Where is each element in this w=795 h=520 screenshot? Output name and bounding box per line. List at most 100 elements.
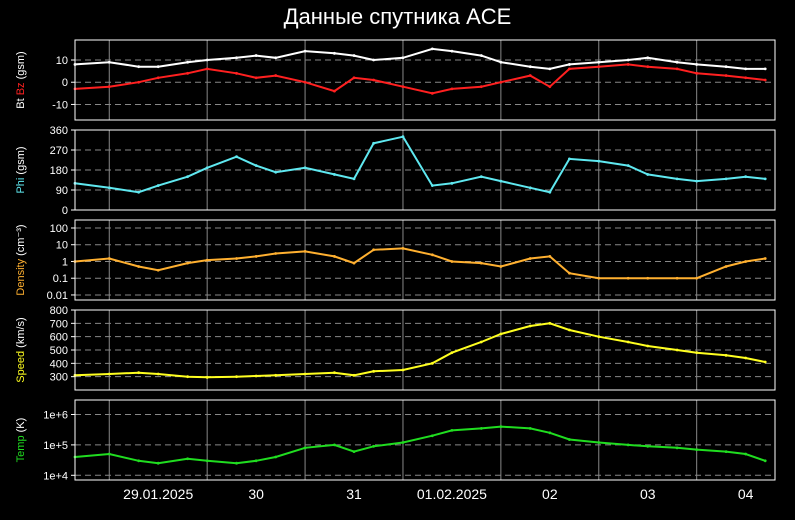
data-point-phi	[107, 186, 111, 190]
data-point-bz	[254, 76, 258, 80]
data-point-bz	[430, 91, 434, 95]
data-point-density	[303, 249, 307, 253]
data-point-bz	[303, 80, 307, 84]
data-point-phi	[401, 135, 405, 139]
panel-frame-temp	[74, 399, 776, 481]
data-point-bz	[548, 85, 552, 89]
data-point-speed	[372, 369, 376, 373]
data-point-speed	[528, 324, 532, 328]
data-point-phi	[568, 157, 571, 161]
y-tick-label: 1e+5	[43, 440, 68, 452]
data-point-phi	[626, 164, 630, 167]
y-axis-label-part: (cm⁻³)	[15, 224, 27, 259]
y-tick-label: 360	[50, 125, 68, 137]
data-point-bt	[675, 60, 679, 64]
data-point-density	[626, 276, 630, 280]
data-point-phi	[333, 173, 336, 176]
data-point-speed	[274, 373, 278, 377]
data-point-temp	[430, 434, 434, 438]
y-tick-label: 270	[50, 145, 68, 157]
data-point-phi	[548, 190, 552, 194]
data-point-bz	[695, 71, 699, 75]
data-point-bz	[763, 78, 767, 82]
data-point-bz	[724, 74, 728, 77]
data-point-density	[479, 261, 483, 265]
data-point-bt	[137, 65, 141, 69]
data-point-bz	[499, 80, 503, 84]
data-point-phi	[450, 181, 454, 185]
data-point-bz	[597, 65, 601, 69]
data-point-bt	[763, 67, 767, 71]
data-point-temp	[626, 443, 630, 447]
y-tick-label: 800	[50, 305, 68, 317]
data-point-temp	[675, 446, 679, 450]
data-point-bt	[450, 49, 454, 53]
data-point-speed	[401, 368, 405, 372]
data-point-bt	[724, 65, 728, 69]
y-axis-label-part: Speed	[15, 351, 27, 383]
data-point-bz	[744, 76, 748, 80]
data-point-bz	[401, 85, 405, 89]
data-point-bt	[254, 54, 258, 57]
x-tick-label: 03	[640, 486, 656, 502]
data-point-phi	[597, 159, 601, 163]
y-tick-label: 400	[50, 358, 68, 370]
data-point-density	[205, 258, 209, 262]
data-point-bt	[597, 60, 601, 64]
data-point-bz	[156, 76, 160, 80]
data-point-bz	[352, 76, 356, 80]
series-bt-line	[74, 47, 766, 70]
y-tick-label: 700	[50, 318, 68, 330]
y-axis-label-part: Bz	[15, 82, 27, 98]
data-point-phi	[430, 184, 434, 187]
data-point-density	[450, 260, 454, 263]
data-point-phi	[479, 175, 483, 179]
y-axis-label-temp: Temp (K)	[15, 418, 27, 463]
y-axis-label-density: Density (cm⁻³)	[15, 224, 27, 295]
y-axis-label-part: (gsm)	[15, 51, 27, 82]
y-tick-label: 10	[56, 240, 68, 252]
y-axis-label-part: Bt	[15, 98, 27, 108]
data-point-phi	[675, 177, 679, 181]
data-point-density	[646, 276, 650, 280]
data-point-density	[724, 265, 728, 268]
data-point-phi	[695, 179, 699, 183]
y-tick-label: 1e+6	[43, 410, 68, 422]
series-density-line	[74, 247, 766, 280]
data-point-bz	[450, 87, 454, 91]
y-axis-label-speed: Speed (km/s)	[15, 317, 27, 382]
data-point-density	[528, 257, 532, 260]
data-point-phi	[499, 179, 503, 183]
data-point-phi	[724, 177, 728, 181]
data-point-bz	[333, 89, 336, 93]
y-axis-label-part: Density	[15, 258, 27, 295]
data-point-speed	[479, 340, 483, 344]
data-point-speed	[235, 375, 238, 379]
data-point-speed	[254, 374, 258, 378]
data-point-bt	[430, 47, 434, 51]
data-point-temp	[186, 457, 189, 461]
y-tick-label: 300	[50, 372, 68, 384]
data-point-speed	[303, 372, 307, 376]
x-tick-label: 04	[738, 486, 754, 502]
data-point-phi	[235, 155, 238, 159]
data-point-density	[744, 260, 748, 263]
y-axis-label-bfield: Bt Bz (gsm)	[15, 51, 27, 108]
data-point-density	[156, 268, 160, 272]
data-point-phi	[763, 177, 767, 181]
data-point-speed	[137, 371, 141, 375]
data-point-bt	[333, 51, 336, 55]
data-point-speed	[724, 353, 728, 357]
data-point-speed	[675, 348, 679, 352]
data-point-temp	[303, 446, 307, 450]
data-point-bt	[499, 60, 503, 64]
data-point-temp	[333, 443, 336, 447]
y-tick-label: 1	[62, 256, 68, 268]
data-point-temp	[499, 425, 503, 428]
data-point-temp	[352, 450, 356, 454]
data-point-temp	[254, 459, 258, 463]
data-point-phi	[254, 164, 258, 167]
x-tick-label: 29.01.2025	[123, 486, 193, 502]
y-tick-label: -10	[52, 99, 68, 111]
data-point-temp	[205, 459, 209, 463]
